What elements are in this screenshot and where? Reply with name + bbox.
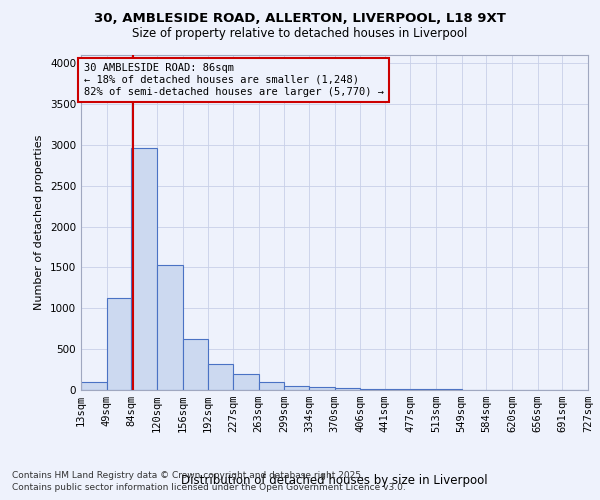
Bar: [233, 374, 259, 390]
Bar: [259, 382, 284, 390]
Bar: [107, 298, 131, 390]
Bar: [385, 389, 410, 390]
Text: 30 AMBLESIDE ROAD: 86sqm
← 18% of detached houses are smaller (1,248)
82% of sem: 30 AMBLESIDE ROAD: 86sqm ← 18% of detach…: [83, 64, 383, 96]
Bar: [157, 265, 182, 390]
Bar: [309, 387, 335, 390]
Y-axis label: Number of detached properties: Number of detached properties: [34, 135, 44, 310]
Bar: [81, 382, 107, 390]
Text: 30, AMBLESIDE ROAD, ALLERTON, LIVERPOOL, L18 9XT: 30, AMBLESIDE ROAD, ALLERTON, LIVERPOOL,…: [94, 12, 506, 26]
Bar: [360, 388, 385, 390]
Bar: [410, 389, 436, 390]
Bar: [182, 340, 208, 390]
Text: Contains public sector information licensed under the Open Government Licence v3: Contains public sector information licen…: [12, 483, 406, 492]
Bar: [131, 148, 157, 390]
X-axis label: Distribution of detached houses by size in Liverpool: Distribution of detached houses by size …: [181, 474, 488, 487]
Bar: [335, 388, 360, 390]
Text: Contains HM Land Registry data © Crown copyright and database right 2025.: Contains HM Land Registry data © Crown c…: [12, 470, 364, 480]
Bar: [284, 386, 309, 390]
Text: Size of property relative to detached houses in Liverpool: Size of property relative to detached ho…: [133, 28, 467, 40]
Bar: [208, 364, 233, 390]
